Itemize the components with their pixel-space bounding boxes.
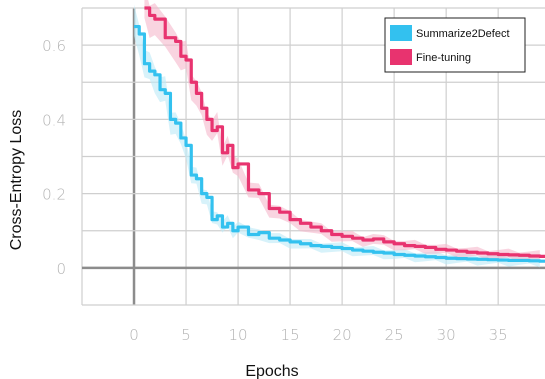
- y-tick-label: 0.6: [42, 37, 66, 55]
- x-tick-label: 30: [437, 326, 456, 344]
- x-tick-label: 15: [281, 326, 300, 344]
- x-tick-label: 5: [181, 326, 191, 344]
- y-tick-labels: 0 0.2 0.4 0.6: [42, 37, 66, 278]
- legend-swatch-fine-tuning: [390, 49, 412, 65]
- x-tick-label: 20: [333, 326, 352, 344]
- y-tick-label: 0.4: [42, 111, 66, 129]
- legend: Summarize2Defect Fine-tuning: [384, 17, 526, 73]
- line-fine-tuning: [144, 6, 545, 258]
- legend-label-fine-tuning: Fine-tuning: [416, 52, 471, 64]
- legend-label-summarize2defect: Summarize2Defect: [416, 28, 510, 40]
- x-tick-labels: 0 5 10 15 20 25 30 35: [129, 326, 507, 344]
- x-tick-label: 0: [129, 326, 139, 344]
- y-axis-title: Cross-Entropy Loss: [8, 110, 25, 251]
- series-lines: [134, 6, 545, 263]
- legend-swatch-summarize2defect: [390, 25, 412, 41]
- line-summarize2defect: [134, 24, 545, 263]
- x-axis-title: Epochs: [245, 363, 298, 379]
- y-tick-label: 0.2: [42, 186, 66, 204]
- x-tick-label: 10: [229, 326, 248, 344]
- x-tick-label: 25: [385, 326, 404, 344]
- x-tick-label: 35: [489, 326, 508, 344]
- y-tick-label: 0: [56, 260, 66, 278]
